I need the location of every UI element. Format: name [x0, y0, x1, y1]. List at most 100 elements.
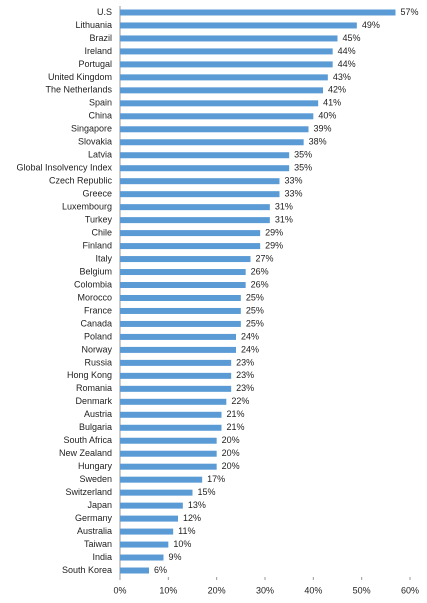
y-tick-label: Hungary	[78, 461, 113, 471]
x-tick-label: 30%	[256, 585, 274, 595]
value-label: 21%	[227, 409, 245, 419]
bar	[120, 152, 290, 159]
value-label: 35%	[294, 163, 312, 173]
x-tick-label: 20%	[208, 585, 226, 595]
y-tick-label: Latvia	[88, 150, 112, 160]
value-label: 29%	[265, 240, 283, 250]
y-tick-label: Japan	[87, 500, 112, 510]
y-tick-label: Spain	[89, 98, 112, 108]
x-tick-label: 40%	[304, 585, 322, 595]
bar	[120, 333, 236, 340]
y-tick-label: Ireland	[84, 46, 112, 56]
bar	[120, 178, 280, 185]
bar	[120, 139, 304, 146]
x-tick-label: 10%	[159, 585, 177, 595]
value-label: 33%	[285, 189, 303, 199]
y-tick-label: Morocco	[77, 292, 112, 302]
y-tick-label: Austria	[84, 409, 112, 419]
bar	[120, 113, 314, 120]
value-label: 25%	[246, 292, 264, 302]
bar	[120, 463, 217, 470]
value-label: 35%	[294, 150, 312, 160]
bar	[120, 385, 232, 392]
value-label: 20%	[222, 448, 240, 458]
value-label: 23%	[236, 370, 254, 380]
value-label: 23%	[236, 383, 254, 393]
value-label: 38%	[309, 137, 327, 147]
value-label: 57%	[401, 7, 419, 17]
y-tick-label: Singapore	[71, 124, 112, 134]
bar	[120, 87, 323, 94]
bar	[120, 230, 261, 237]
value-label: 9%	[169, 552, 182, 562]
bar	[120, 541, 169, 548]
value-label: 26%	[251, 266, 269, 276]
y-tick-label: Norway	[81, 344, 112, 354]
value-label: 10%	[173, 539, 191, 549]
y-tick-label: Italy	[95, 253, 112, 263]
bar	[120, 9, 396, 16]
value-label: 11%	[178, 526, 195, 536]
y-tick-label: Finland	[82, 240, 112, 250]
bar	[120, 191, 280, 198]
value-label: 25%	[246, 305, 264, 315]
value-label: 24%	[241, 344, 259, 354]
value-label: 21%	[227, 422, 245, 432]
value-label: 17%	[207, 474, 225, 484]
bar	[120, 61, 333, 68]
y-tick-label: Global Insolvency Index	[16, 163, 112, 173]
value-label: 12%	[183, 513, 201, 523]
value-label: 44%	[338, 46, 356, 56]
value-label: 13%	[188, 500, 206, 510]
value-label: 24%	[241, 331, 259, 341]
bar	[120, 424, 222, 431]
y-tick-label: Brazil	[89, 33, 112, 43]
y-tick-label: Bulgaria	[79, 422, 112, 432]
y-tick-label: U.S	[97, 7, 112, 17]
y-tick-label: Hong Kong	[67, 370, 112, 380]
bar	[120, 476, 203, 483]
bar	[120, 100, 319, 107]
value-label: 40%	[318, 111, 336, 121]
value-label: 20%	[222, 461, 240, 471]
bar	[120, 269, 246, 276]
value-label: 27%	[256, 253, 274, 263]
bar	[120, 398, 227, 405]
value-label: 42%	[328, 85, 346, 95]
value-label: 33%	[285, 176, 303, 186]
bar	[120, 22, 357, 29]
value-label: 25%	[246, 318, 264, 328]
y-tick-label: The Netherlands	[45, 85, 112, 95]
value-label: 45%	[343, 33, 361, 43]
bar	[120, 35, 338, 42]
bar	[120, 515, 178, 522]
bar	[120, 294, 241, 301]
bar	[120, 204, 270, 211]
value-label: 43%	[333, 72, 351, 82]
bar	[120, 346, 236, 353]
bar	[120, 411, 222, 418]
bar	[120, 502, 183, 509]
bar	[120, 282, 246, 289]
value-label: 6%	[154, 565, 167, 575]
value-label: 49%	[362, 20, 380, 30]
y-tick-label: Luxembourg	[62, 202, 112, 212]
y-tick-label: Portugal	[78, 59, 112, 69]
bar	[120, 528, 174, 535]
value-label: 41%	[323, 98, 341, 108]
x-tick-label: 0%	[113, 585, 126, 595]
y-tick-label: Slovakia	[78, 137, 112, 147]
bar	[120, 126, 309, 133]
y-tick-label: Greece	[82, 189, 112, 199]
x-tick-label: 50%	[353, 585, 371, 595]
y-tick-label: Sweden	[79, 474, 112, 484]
bar	[120, 372, 232, 379]
value-label: 39%	[314, 124, 332, 134]
bar	[120, 243, 261, 250]
y-tick-label: Belgium	[79, 266, 112, 276]
bar	[120, 450, 217, 457]
value-label: 15%	[198, 487, 216, 497]
y-tick-label: Denmark	[75, 396, 112, 406]
